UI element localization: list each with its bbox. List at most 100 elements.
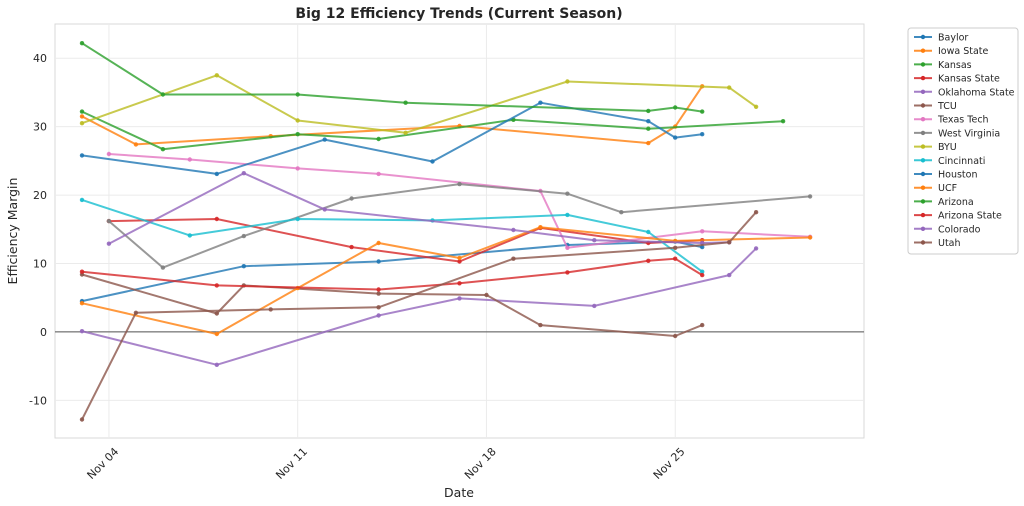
x-axis-label: Date	[444, 485, 474, 500]
legend-swatch-marker	[920, 185, 926, 190]
legend-label: UCF	[938, 183, 957, 194]
legend-label: TCU	[937, 101, 957, 112]
data-point	[457, 281, 462, 286]
legend-label: Baylor	[938, 33, 968, 44]
legend-label: Kansas State	[938, 74, 1000, 85]
data-point	[646, 258, 651, 263]
legend-label: Utah	[938, 238, 961, 249]
data-point	[214, 73, 219, 78]
series-line	[81, 257, 704, 291]
data-point	[753, 246, 759, 251]
data-point	[214, 216, 219, 222]
data-point	[592, 238, 597, 243]
data-point	[646, 126, 651, 131]
data-point	[538, 225, 543, 230]
data-point	[322, 207, 327, 212]
data-point	[268, 307, 273, 312]
data-point	[241, 264, 246, 269]
legend-swatch-marker	[920, 75, 926, 81]
legend: Baylor Iowa State Kansas Kansas State Oklaho…	[907, 27, 1019, 255]
data-point	[79, 269, 85, 274]
data-point	[295, 132, 300, 137]
legend-swatch-marker	[920, 240, 926, 245]
legend-label: Texas Tech	[937, 115, 989, 126]
data-point	[646, 119, 651, 124]
legend-swatch-marker	[920, 158, 926, 163]
data-point	[457, 255, 462, 261]
series-west-virginia	[106, 181, 813, 270]
data-point	[295, 166, 300, 171]
data-point	[160, 265, 166, 270]
data-point	[160, 147, 166, 152]
data-point	[673, 333, 678, 339]
data-point	[403, 100, 408, 105]
data-point	[538, 322, 543, 328]
legend-item: Houston	[914, 170, 977, 181]
data-point	[349, 244, 354, 250]
data-point	[187, 233, 192, 238]
data-point	[565, 212, 570, 218]
legend-swatch-marker	[920, 117, 926, 122]
data-point	[79, 121, 85, 126]
data-point	[214, 171, 219, 177]
series-line	[81, 101, 704, 175]
data-point	[322, 137, 327, 142]
legend-swatch-marker	[920, 48, 926, 53]
data-point	[403, 130, 408, 135]
legend-swatch-marker	[920, 212, 926, 218]
data-point	[673, 245, 678, 250]
legend-item: West Virginia	[914, 128, 1000, 139]
y-tick-label: 10	[33, 258, 47, 271]
data-point	[376, 305, 381, 310]
legend-swatch-marker	[920, 34, 926, 40]
data-point	[79, 109, 85, 114]
data-point	[457, 181, 462, 187]
data-point	[700, 269, 705, 274]
data-point	[79, 329, 85, 334]
plot-area	[54, 23, 865, 439]
legend-swatch-marker	[920, 199, 926, 204]
chart-title: Big 12 Efficiency Trends (Current Season…	[295, 6, 622, 22]
legend-label: Arizona State	[938, 211, 1002, 222]
y-tick-label: 0	[40, 326, 47, 339]
series-arizona-state	[79, 256, 705, 292]
y-tick-label: -10	[29, 394, 47, 407]
series-houston	[79, 100, 705, 177]
data-point	[700, 272, 705, 278]
data-point	[376, 291, 381, 296]
y-axis-ticks: -10 0 10 20 30 40	[29, 52, 47, 407]
data-point	[780, 119, 786, 124]
legend-item: Cincinnati	[914, 156, 985, 167]
legend-swatch-marker	[920, 226, 926, 231]
data-point	[511, 227, 516, 233]
data-point	[673, 105, 678, 110]
legend-item: Baylor	[914, 33, 968, 44]
data-point	[673, 256, 678, 261]
series-line	[81, 226, 812, 335]
data-point	[295, 216, 300, 222]
legend-swatch-marker	[920, 144, 926, 149]
data-point	[376, 171, 381, 177]
y-axis-label: Efficiency Margin	[5, 178, 20, 285]
data-point	[79, 197, 85, 203]
legend-item: Kansas State	[914, 74, 1000, 85]
data-point	[619, 210, 624, 215]
series-kansas	[79, 109, 786, 152]
legend-item: Texas Tech	[914, 115, 989, 126]
data-point	[79, 41, 85, 46]
legend-label: Kansas	[938, 60, 972, 71]
data-point	[79, 417, 85, 422]
data-point	[727, 85, 732, 90]
legend-label: BYU	[938, 142, 957, 153]
data-point	[457, 296, 462, 301]
data-point	[295, 92, 300, 97]
data-point	[565, 245, 570, 250]
data-point	[133, 310, 139, 315]
legend-label: Houston	[938, 170, 977, 181]
series-ucf	[79, 225, 813, 337]
series-utah	[79, 210, 759, 422]
legend-item: Iowa State	[914, 46, 989, 57]
data-point	[79, 301, 85, 306]
data-point	[214, 283, 219, 288]
legend-item: Arizona State	[914, 211, 1002, 222]
